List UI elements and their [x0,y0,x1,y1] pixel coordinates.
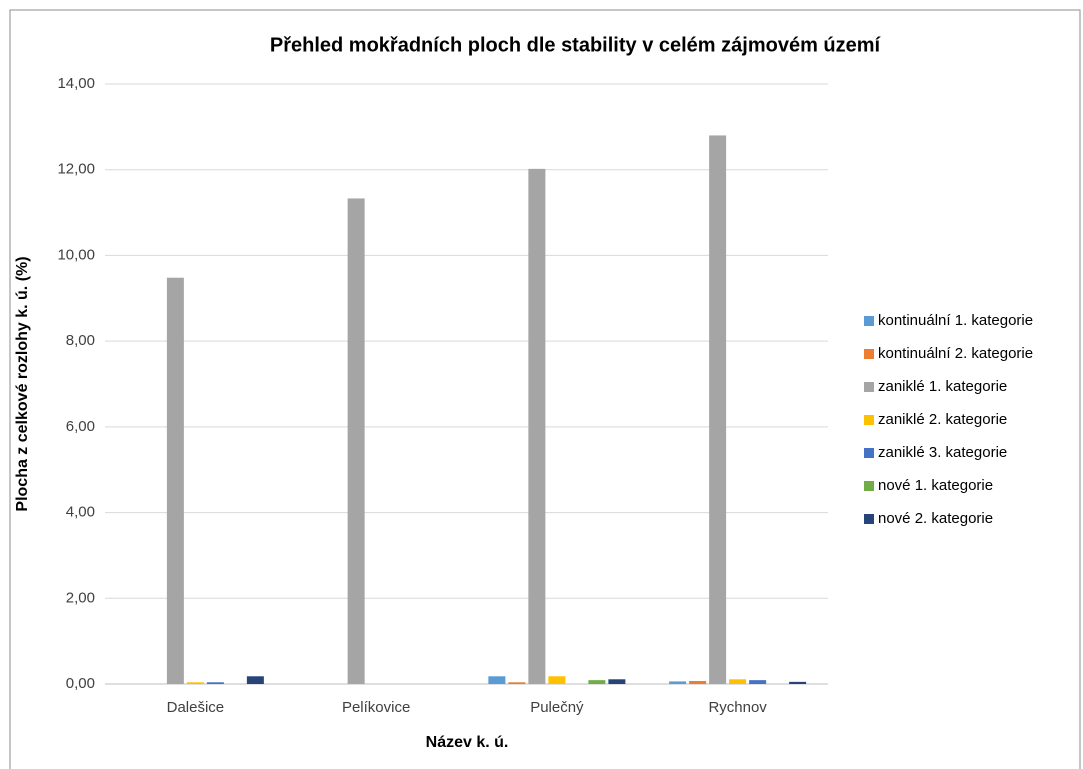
y-tick-label: 0,00 [66,675,95,692]
bar [709,135,727,684]
legend-label: nové 1. kategorie [878,477,993,494]
y-tick-label: 8,00 [66,332,95,349]
bar [206,682,224,684]
chart-title: Přehled mokřadních ploch dle stability v… [270,34,882,56]
bar [166,277,184,684]
bar [588,680,606,684]
bar [789,681,807,684]
bar [246,676,264,684]
legend-label: kontinuální 1. kategorie [878,312,1033,329]
legend-swatch [864,415,874,425]
legend-swatch [864,481,874,491]
y-tick-label: 6,00 [66,418,95,435]
bar [508,682,526,684]
x-tick-label: Pulečný [530,699,584,716]
y-tick-label: 2,00 [66,589,95,606]
bar [608,679,626,684]
bar [528,168,546,684]
bar [689,681,707,684]
x-tick-label: Pelíkovice [342,699,410,716]
bar [186,682,204,684]
y-axis-title: Plocha z celkové rozlohy k. ú. (%) [14,256,31,511]
legend-swatch [864,382,874,392]
bar [749,680,767,684]
bar [729,679,747,684]
bar [347,198,365,684]
y-tick-label: 12,00 [57,161,95,178]
legend-swatch [864,514,874,524]
bar [669,681,687,684]
legend-swatch [864,349,874,359]
x-tick-label: Dalešice [167,699,225,716]
y-tick-label: 10,00 [57,246,95,263]
legend-label: nové 2. kategorie [878,510,993,527]
legend-swatch [864,448,874,458]
bar [488,676,506,684]
bar [548,676,566,684]
legend-label: zaniklé 2. kategorie [878,411,1007,428]
legend-swatch [864,316,874,326]
legend-label: zaniklé 3. kategorie [878,444,1007,461]
legend-label: kontinuální 2. kategorie [878,345,1033,362]
y-tick-label: 14,00 [57,75,95,92]
y-tick-label: 4,00 [66,504,95,521]
legend-label: zaniklé 1. kategorie [878,378,1007,395]
x-tick-label: Rychnov [708,699,767,716]
x-axis-title: Název k. ú. [426,734,509,751]
